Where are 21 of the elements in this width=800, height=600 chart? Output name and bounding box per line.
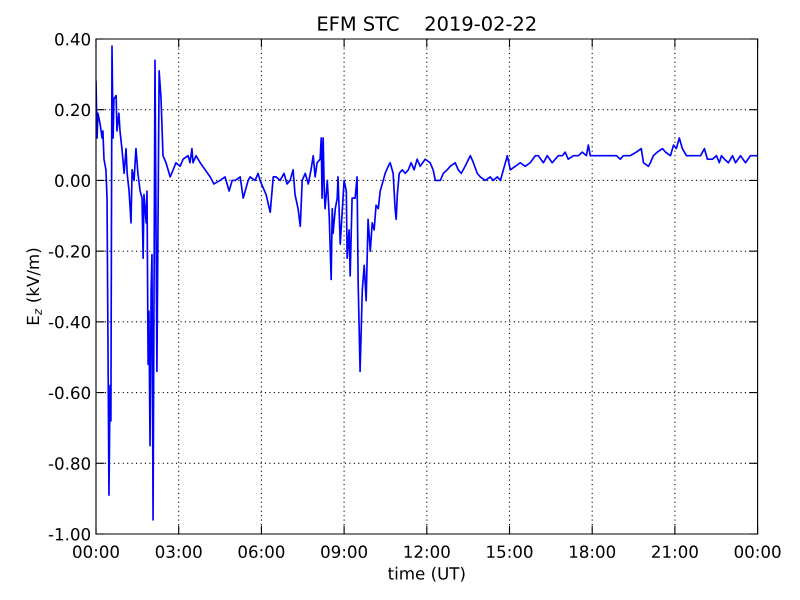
y-tick-label: -1.00 <box>48 528 90 541</box>
y-tick-label: -0.60 <box>48 386 90 400</box>
y-tick-label: -0.80 <box>48 457 90 470</box>
x-tick-label: 06:00 <box>238 545 284 558</box>
x-tick-label: 12:00 <box>404 545 450 558</box>
y-tick-label: -0.20 <box>48 245 90 258</box>
y-axis-title: E$_{z}$ (kV/m) <box>26 248 42 324</box>
x-tick-label: 00:00 <box>734 545 781 558</box>
y-tick-label: 0.40 <box>55 32 90 46</box>
x-tick-label: 15:00 <box>487 545 532 558</box>
x-axis-title: time (UT) <box>388 566 465 582</box>
y-tick-label: 0.00 <box>55 174 90 187</box>
y-tick-label: -0.40 <box>48 316 90 328</box>
line-series <box>96 45 758 521</box>
chart-title: EFM STC 2019-02-22 <box>318 16 536 31</box>
x-tick-label: 21:00 <box>652 545 698 558</box>
x-tick-label: 03:00 <box>156 545 202 558</box>
x-tick-label: 09:00 <box>321 545 368 558</box>
x-tick-label: 00:00 <box>73 545 119 558</box>
y-tick-label: 0.20 <box>55 104 90 116</box>
x-tick-label: 18:00 <box>570 545 616 558</box>
